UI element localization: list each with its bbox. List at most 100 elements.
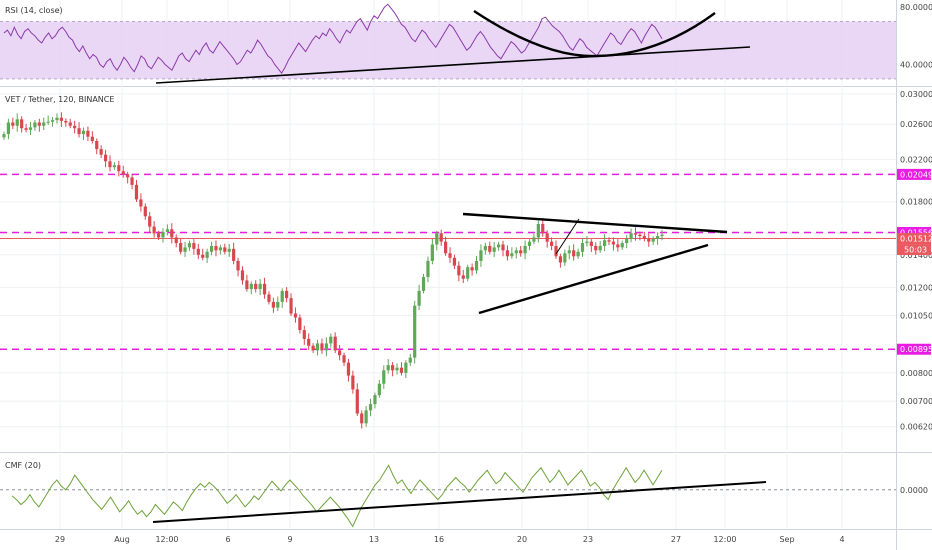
price-y-tick: 0.00800: [900, 369, 932, 378]
candle-body: [492, 247, 496, 252]
candle-body: [368, 404, 373, 411]
cmf-support-trendline: [152, 481, 767, 523]
candle-body: [426, 260, 430, 278]
time-axis-tick: Aug: [114, 535, 130, 544]
candle-body: [439, 233, 443, 242]
candle-body: [430, 244, 434, 261]
candle-body: [324, 343, 328, 351]
candle-body: [355, 389, 359, 414]
time-axis-tick: Sep: [779, 535, 794, 544]
candle-body: [413, 305, 417, 358]
candle-body: [112, 165, 117, 168]
candle-body: [117, 165, 121, 172]
candle-body: [254, 283, 258, 290]
candle-body: [126, 174, 130, 178]
candle-body: [130, 177, 134, 185]
minor-trendline: [555, 218, 580, 255]
candle-body: [245, 280, 249, 290]
candle-body: [143, 206, 147, 217]
price-y-tick: 0.02600: [900, 120, 932, 129]
rsi-title: RSI (14, close): [5, 6, 63, 15]
candle-body: [276, 301, 280, 308]
candle-body: [81, 130, 86, 135]
candle-body: [108, 161, 112, 168]
candle-body: [607, 240, 611, 242]
price-panel[interactable]: VET / Tether, 120, BINANCE 0.03000 0.0260…: [0, 90, 932, 432]
candle-body: [236, 260, 240, 271]
candle-body: [519, 250, 523, 254]
time-axis-tick: 13: [369, 535, 379, 544]
price-y-tick: 0.01800: [900, 198, 932, 207]
candle-body: [280, 290, 284, 302]
cmf-panel[interactable]: CMF (20) 0.0000: [0, 461, 928, 528]
candle-body: [262, 283, 267, 295]
current-price-label: 0.01512: [900, 235, 932, 244]
vertical-grid: [59, 0, 843, 529]
cmf-trendline[interactable]: [152, 481, 767, 523]
triangle-lower-trendline: [478, 243, 709, 315]
candle-body: [651, 238, 655, 242]
candle-body: [77, 128, 81, 135]
candle-body: [377, 383, 381, 396]
price-y-tick: 0.01400: [900, 251, 932, 260]
level-tag-label: 0.02049: [900, 170, 932, 179]
candle-body: [192, 243, 196, 249]
price-trendlines[interactable]: [462, 212, 728, 315]
triangle-upper-trendline: [462, 212, 728, 234]
candle-body: [523, 245, 527, 254]
candle-body: [73, 125, 77, 129]
candle-body: [55, 117, 59, 121]
time-axis-tick: 4: [839, 535, 844, 544]
price-title: VET / Tether, 120, BINANCE: [5, 95, 114, 104]
candle-body: [201, 254, 205, 258]
level-tag-bg: [897, 343, 931, 355]
rsi-series-line: [3, 3, 663, 74]
candle-body: [611, 241, 616, 245]
candle-body: [474, 260, 479, 271]
candle-body: [346, 362, 351, 376]
candle-body: [342, 355, 346, 363]
price-y-tick: 0.00620: [900, 423, 932, 432]
candle-body: [510, 253, 514, 257]
level-tag-label: 0.01556: [900, 228, 932, 237]
rsi-y-tick: 40.0000: [900, 61, 932, 70]
price-y-tick: 0.02200: [900, 155, 932, 164]
candle-body: [373, 395, 377, 405]
candle-body: [121, 171, 125, 175]
candle-body: [289, 298, 293, 314]
candle-body: [2, 134, 6, 138]
candle-body: [90, 136, 94, 142]
candle-body: [563, 253, 567, 263]
time-axis[interactable]: 29 Aug 12:00 6 9 13 16 20 23 27 12:00 Sep 4: [55, 535, 845, 544]
candle-body: [249, 283, 253, 290]
candle-body: [638, 234, 642, 237]
candle-body: [421, 277, 426, 291]
candle-body: [444, 241, 448, 254]
candle-body: [567, 250, 571, 254]
candle-body: [42, 122, 46, 126]
time-axis-tick: 16: [434, 535, 444, 544]
candle-body: [183, 247, 187, 252]
candle-body: [174, 237, 178, 244]
candle-body: [11, 122, 15, 126]
candle-body: [152, 226, 156, 234]
rsi-trendlines[interactable]: [155, 9, 751, 84]
candle-body: [655, 236, 660, 239]
candle-body: [629, 233, 633, 239]
candle-body: [86, 130, 90, 137]
price-y-tick: 0.01050: [900, 312, 932, 321]
price-horizontal-grid: [0, 93, 896, 428]
candle-body: [527, 241, 532, 246]
candle-body: [580, 243, 585, 252]
candle-body: [209, 245, 214, 252]
rsi-y-tick: 80.0000: [900, 3, 932, 12]
candle-body: [642, 236, 646, 239]
candle-body: [187, 243, 192, 248]
candle-body: [505, 250, 510, 257]
rsi-panel[interactable]: RSI (14, close) 80.0000 40.0000: [0, 3, 932, 84]
candle-body: [585, 241, 589, 244]
candle-body: [196, 248, 200, 255]
candle-body: [457, 265, 461, 276]
